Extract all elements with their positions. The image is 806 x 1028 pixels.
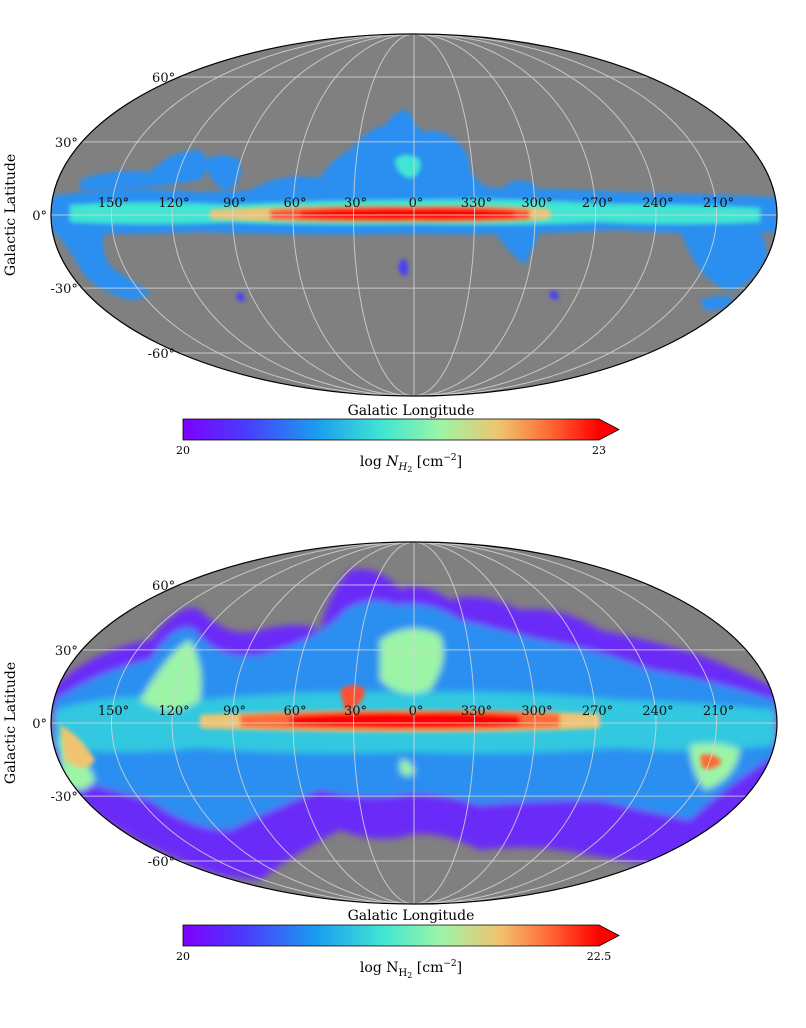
emission-region bbox=[380, 628, 444, 694]
longitude-tick-label: 330° bbox=[461, 196, 492, 211]
map-border bbox=[50, 33, 778, 397]
longitude-tick-labels: 150° 120° 90° 60° 30° 0° 330° 300° 270° 240° 210° bbox=[98, 196, 734, 211]
y-axis-label: Galactic Latitude bbox=[3, 154, 19, 276]
colorbar-label: log NH2 [cm−2] bbox=[360, 959, 462, 980]
longitude-tick-label: 60° bbox=[283, 196, 306, 211]
emission-region bbox=[340, 685, 365, 710]
longitude-tick-label: 270° bbox=[582, 196, 613, 211]
x-axis-label: Galatic Longitude bbox=[348, 403, 475, 419]
longitude-tick-label: 150° bbox=[98, 196, 129, 211]
longitude-tick-label: 330° bbox=[461, 704, 492, 719]
emission-region bbox=[549, 290, 559, 300]
longitude-tick-label: 150° bbox=[98, 704, 129, 719]
latitude-tick-label: 0° bbox=[32, 209, 47, 224]
map-border bbox=[50, 541, 778, 905]
emission-region bbox=[700, 754, 722, 770]
longitude-tick-label: 240° bbox=[642, 704, 673, 719]
latitude-tick-label: -30° bbox=[50, 282, 77, 297]
latitude-tick-label: -30° bbox=[50, 790, 77, 805]
colorbar-min-tick: 20 bbox=[176, 950, 190, 963]
latitude-tick-label: -60° bbox=[148, 347, 175, 362]
emission-region bbox=[55, 232, 150, 300]
colorbar-extend-arrow bbox=[599, 419, 619, 440]
emission-region bbox=[80, 150, 208, 190]
emission-region bbox=[140, 640, 202, 710]
latitude-tick-label: 30° bbox=[55, 644, 78, 659]
latitude-tick-label: 60° bbox=[152, 71, 175, 86]
longitude-tick-label: 30° bbox=[344, 196, 367, 211]
longitude-tick-label: 120° bbox=[158, 196, 189, 211]
x-axis-label: Galatic Longitude bbox=[348, 908, 475, 924]
emission-region bbox=[495, 232, 540, 265]
colorbar: 20 23 bbox=[176, 418, 620, 457]
emission-region bbox=[680, 232, 767, 292]
panel-1: 150° 120° 90° 60° 30° 0° 330° 300° 270° 240° 210° … bbox=[3, 33, 778, 474]
longitude-tick-label: 0° bbox=[409, 196, 424, 211]
longitude-tick-labels: 150° 120° 90° 60° 30° 0° 330° 300° 270° 240° 210° bbox=[98, 704, 734, 719]
longitude-tick-label: 120° bbox=[158, 704, 189, 719]
longitude-tick-label: 90° bbox=[223, 196, 246, 211]
latitude-tick-label: 60° bbox=[152, 579, 175, 594]
longitude-tick-label: 270° bbox=[582, 704, 613, 719]
y-axis-label: Galactic Latitude bbox=[3, 662, 19, 784]
emission-region bbox=[290, 712, 520, 728]
longitude-tick-label: 210° bbox=[703, 196, 734, 211]
longitude-tick-label: 300° bbox=[521, 704, 552, 719]
longitude-tick-label: 210° bbox=[703, 704, 734, 719]
colorbar: 20 22.5 bbox=[176, 924, 620, 963]
colorbar-label: log NH2 [cm−2] bbox=[360, 453, 462, 474]
colorbar-min-tick: 20 bbox=[176, 444, 190, 457]
colorbar-max-tick: 23 bbox=[592, 444, 606, 457]
emission-region bbox=[400, 759, 415, 776]
colorbar-gradient bbox=[183, 419, 599, 440]
emission-region bbox=[205, 155, 241, 190]
longitude-tick-label: 0° bbox=[409, 704, 424, 719]
colorbar-gradient bbox=[183, 925, 599, 946]
latitude-tick-labels: 60° 30° 0° -30° -60° bbox=[32, 71, 175, 362]
gridlines bbox=[51, 33, 777, 397]
emission-region bbox=[250, 110, 500, 200]
longitude-tick-label: 240° bbox=[642, 196, 673, 211]
emission-region bbox=[236, 292, 245, 302]
emission-region bbox=[505, 180, 535, 200]
colorbar-outline bbox=[182, 418, 620, 441]
latitude-tick-label: 30° bbox=[55, 136, 78, 151]
latitude-tick-label: -60° bbox=[148, 855, 175, 870]
colorbar-extend-arrow bbox=[599, 925, 619, 946]
longitude-tick-label: 300° bbox=[521, 196, 552, 211]
latitude-tick-label: 0° bbox=[32, 717, 47, 732]
colorbar-max-tick: 22.5 bbox=[587, 950, 612, 963]
longitude-tick-label: 30° bbox=[344, 704, 367, 719]
emission-region bbox=[60, 725, 95, 768]
panel-2: 150° 120° 90° 60° 30° 0° 330° 300° 270° 240° 210° … bbox=[3, 541, 778, 980]
longitude-tick-label: 90° bbox=[223, 704, 246, 719]
emission-region bbox=[398, 258, 408, 276]
latitude-tick-labels: 60° 30° 0° -30° -60° bbox=[32, 579, 175, 870]
longitude-tick-label: 60° bbox=[283, 704, 306, 719]
gridlines bbox=[51, 541, 777, 905]
colorbar-outline bbox=[182, 924, 620, 947]
